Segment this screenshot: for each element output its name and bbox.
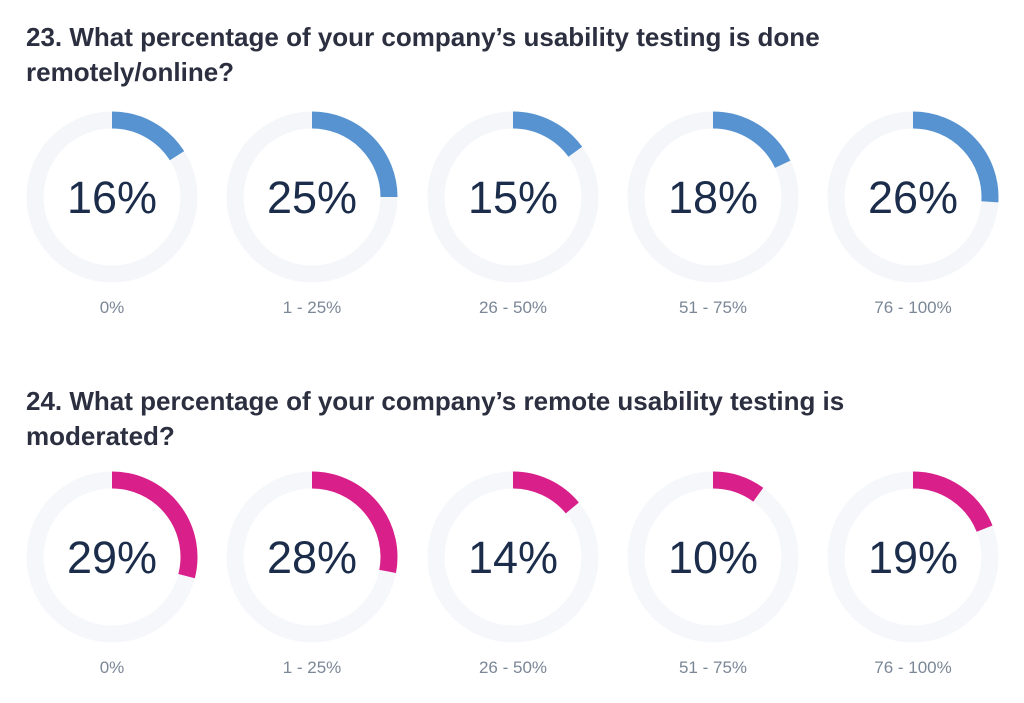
chart-title-23: 23. What percentage of your company’s us…: [26, 22, 820, 87]
donut-category-label: 26 - 50%: [479, 658, 547, 677]
donut-arc: [111, 111, 185, 161]
donut-category-label: 76 - 100%: [874, 658, 952, 677]
donut-category-label: 1 - 25%: [283, 658, 342, 677]
donut-value-label: 25%: [267, 172, 357, 223]
donut-category-label: 26 - 50%: [479, 298, 547, 317]
chart-title-24: 24. What percentage of your company’s re…: [26, 386, 845, 451]
donut-value-label: 18%: [668, 172, 758, 223]
donut-arc: [311, 111, 398, 198]
donut-category-label: 1 - 25%: [283, 298, 342, 317]
donut-value-label: 16%: [67, 172, 157, 223]
donut-arc: [311, 471, 398, 574]
donut-arc: [912, 111, 999, 203]
donut-arc: [512, 111, 583, 157]
donut-arc: [712, 471, 764, 502]
donut-value-label: 10%: [668, 532, 758, 583]
donut-value-label: 29%: [67, 532, 157, 583]
donut-value-label: 19%: [868, 532, 958, 583]
donut-value-label: 26%: [868, 172, 958, 223]
donut-category-label: 0%: [100, 658, 125, 677]
donut-category-label: 76 - 100%: [874, 298, 952, 317]
donut-value-label: 28%: [267, 532, 357, 583]
donut-value-label: 14%: [468, 532, 558, 583]
donut-category-label: 51 - 75%: [679, 658, 747, 677]
donut-arc: [912, 471, 993, 533]
donut-arc: [712, 111, 791, 169]
donut-value-label: 15%: [468, 172, 558, 223]
donut-arc: [111, 471, 198, 579]
donut-arc: [512, 471, 579, 514]
donut-category-label: 0%: [100, 298, 125, 317]
donut-category-label: 51 - 75%: [679, 298, 747, 317]
